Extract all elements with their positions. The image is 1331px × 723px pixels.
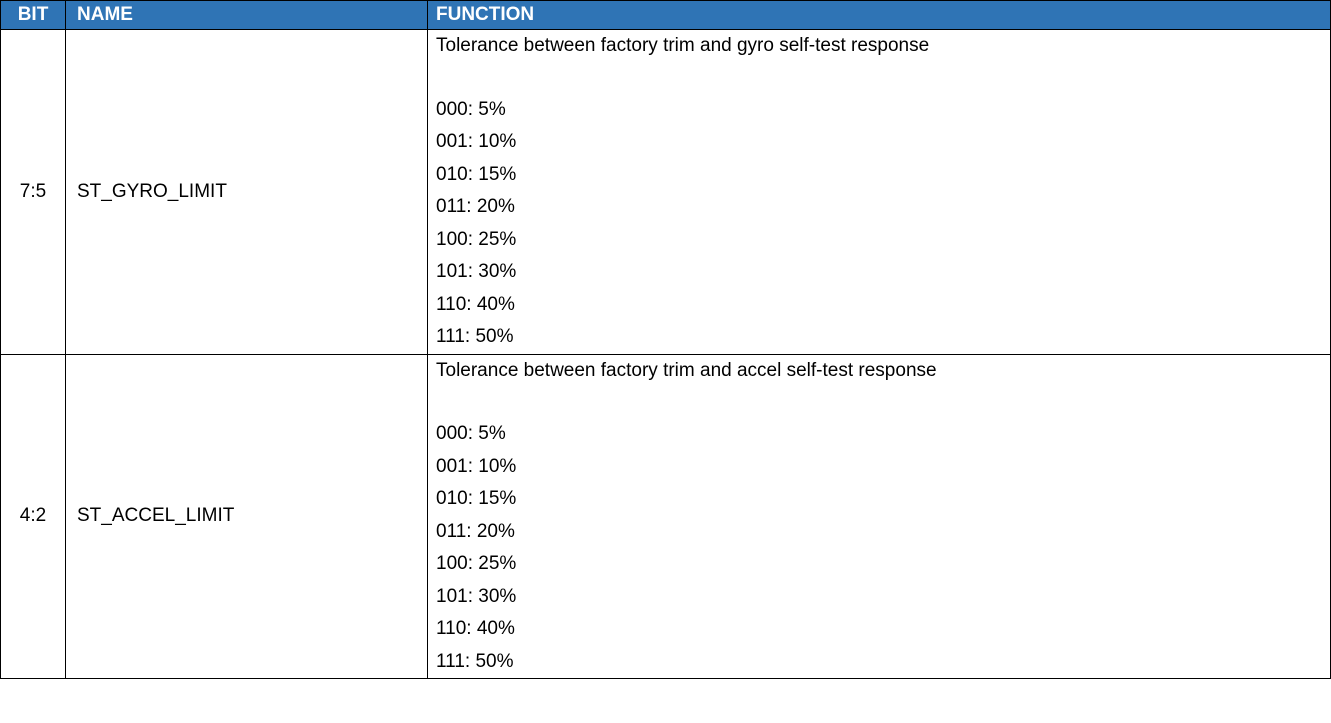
option-line: 011: 20%: [436, 520, 515, 542]
function-cell: Tolerance between factory trim and accel…: [427, 353, 1331, 679]
blank-line: [428, 61, 1330, 94]
table-row: 7:5 ST_GYRO_LIMIT Tolerance between fact…: [0, 29, 1331, 355]
option-line: 001: 10%: [436, 455, 517, 477]
name-cell: ST_GYRO_LIMIT: [65, 29, 428, 355]
option-line: 011: 20%: [436, 196, 515, 217]
option-line: 101: 30%: [436, 261, 517, 282]
option-line: 100: 25%: [436, 553, 517, 574]
function-description: Tolerance between factory trim and gyro …: [436, 35, 930, 56]
header-function: FUNCTION: [427, 0, 1331, 30]
register-bit-table: BIT NAME FUNCTION 7:5 ST_GYRO_LIMIT Tole…: [0, 0, 1331, 679]
option-line: 111: 50%: [436, 326, 514, 347]
table-body: 7:5 ST_GYRO_LIMIT Tolerance between fact…: [0, 29, 1331, 679]
header-name: NAME: [65, 0, 428, 30]
table-header: BIT NAME FUNCTION: [0, 0, 1331, 30]
option-line: 110: 40%: [436, 293, 515, 315]
option-line: 010: 15%: [436, 488, 517, 509]
option-line: 010: 15%: [436, 163, 517, 185]
option-line: 100: 25%: [436, 228, 517, 250]
bit-cell: 7:5: [0, 29, 66, 355]
option-line: 000: 5%: [436, 98, 506, 120]
option-line: 001: 10%: [436, 131, 517, 152]
option-line: 000: 5%: [436, 423, 506, 444]
blank-line: [428, 386, 1330, 419]
bit-cell: 4:2: [0, 353, 66, 679]
option-line: 111: 50%: [436, 650, 514, 672]
name-cell: ST_ACCEL_LIMIT: [65, 353, 428, 679]
header-row: BIT NAME FUNCTION: [0, 0, 1331, 30]
function-cell: Tolerance between factory trim and gyro …: [427, 29, 1331, 355]
table-row: 4:2 ST_ACCEL_LIMIT Tolerance between fac…: [0, 353, 1331, 679]
option-line: 110: 40%: [436, 618, 515, 639]
option-line: 101: 30%: [436, 585, 517, 607]
function-description: Tolerance between factory trim and accel…: [436, 359, 937, 381]
header-bit: BIT: [0, 0, 66, 30]
